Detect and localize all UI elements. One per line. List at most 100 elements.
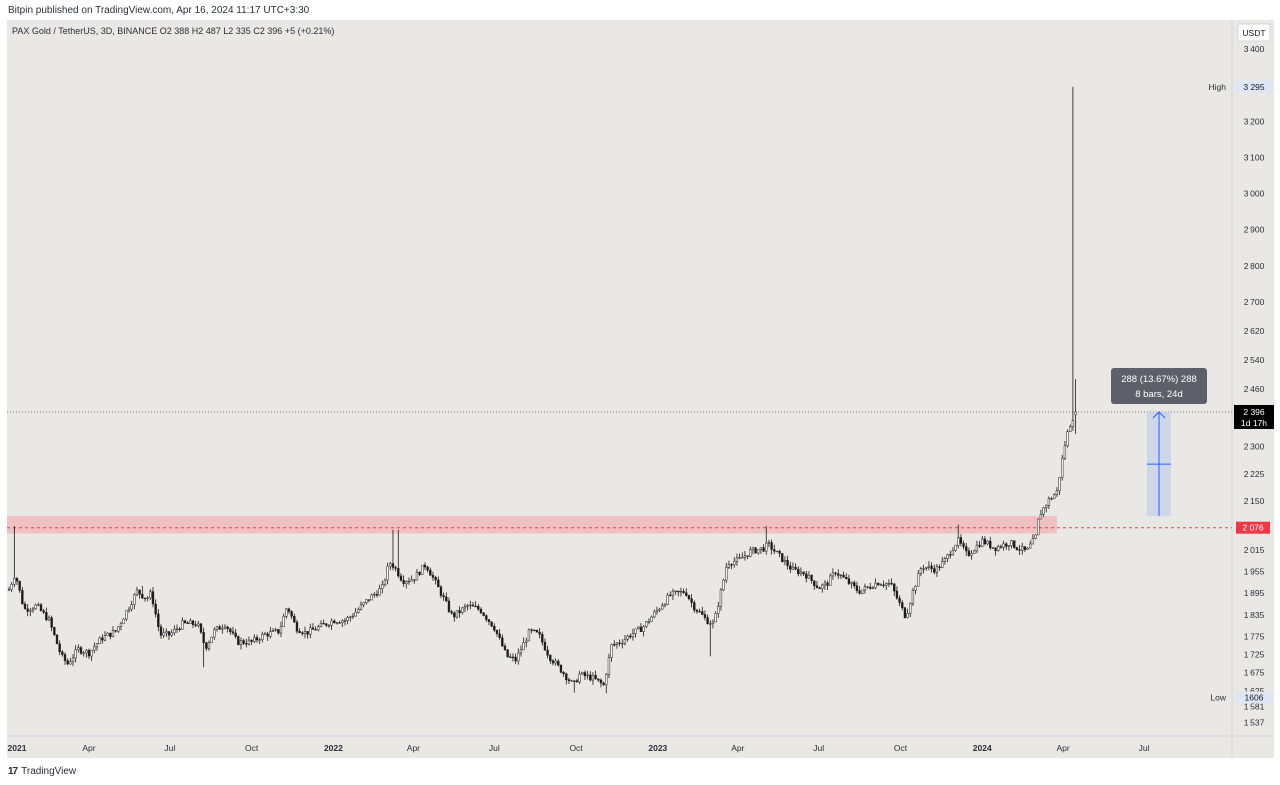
candle-body bbox=[175, 628, 179, 630]
candle-body bbox=[55, 634, 59, 645]
candle-body bbox=[346, 617, 349, 621]
candle-body bbox=[759, 547, 763, 550]
candle-body bbox=[223, 626, 227, 629]
price-axis-tick: 2 150 bbox=[1244, 496, 1265, 506]
candle-body bbox=[1045, 505, 1048, 508]
candle-body bbox=[485, 615, 488, 620]
candle-body bbox=[114, 630, 117, 632]
candle-body bbox=[989, 540, 992, 548]
candle-body bbox=[122, 618, 125, 624]
candle-body bbox=[18, 580, 21, 591]
time-axis-tick: Apr bbox=[1057, 743, 1070, 753]
candle-body bbox=[946, 554, 949, 559]
candle-body bbox=[925, 567, 928, 569]
candle-body bbox=[757, 549, 760, 554]
candle-body bbox=[127, 608, 131, 612]
candle-body bbox=[37, 604, 40, 606]
plot-background bbox=[7, 20, 1274, 758]
candle-body bbox=[1039, 514, 1043, 520]
time-axis-tick: Jul bbox=[813, 743, 824, 753]
candle-body bbox=[79, 647, 83, 654]
candle-body bbox=[287, 608, 291, 612]
candle-body bbox=[834, 572, 837, 575]
candle-body bbox=[90, 649, 93, 657]
candle-body bbox=[1034, 534, 1037, 539]
candle-body bbox=[637, 626, 640, 630]
candle-body bbox=[226, 626, 229, 630]
currency-label: USDT bbox=[1242, 28, 1265, 38]
candle-body bbox=[442, 595, 445, 598]
candle-body bbox=[591, 675, 595, 681]
candle-body bbox=[439, 586, 443, 596]
candle-body bbox=[815, 585, 819, 588]
candle-body bbox=[258, 639, 261, 641]
current-price-badge bbox=[1234, 404, 1274, 429]
candle-body bbox=[930, 565, 933, 569]
candle-body bbox=[322, 623, 325, 625]
price-axis-tick: 3 200 bbox=[1244, 116, 1265, 126]
candle-body bbox=[463, 606, 467, 609]
candle-body bbox=[594, 675, 597, 680]
candle-body bbox=[277, 629, 280, 634]
candle-body bbox=[1026, 547, 1029, 550]
candle-body bbox=[783, 559, 787, 562]
candle-body bbox=[98, 637, 101, 644]
candle-body bbox=[82, 652, 85, 654]
candle-body bbox=[762, 547, 765, 552]
candle-body bbox=[13, 578, 16, 585]
candle-body bbox=[751, 547, 755, 551]
candle-body bbox=[773, 549, 776, 552]
candle-body bbox=[535, 629, 539, 633]
candle-body bbox=[271, 630, 275, 632]
candle-body bbox=[450, 611, 453, 614]
measure-tooltip bbox=[1111, 367, 1207, 404]
candle-body bbox=[493, 625, 496, 631]
candle-body bbox=[698, 611, 701, 613]
candle-body bbox=[858, 590, 861, 594]
low-label: Low bbox=[1210, 693, 1226, 703]
candle-body bbox=[789, 565, 792, 570]
bar-countdown: 1d 17h bbox=[1241, 418, 1267, 428]
candle-body bbox=[191, 620, 195, 625]
candle-body bbox=[53, 627, 56, 636]
candle-body bbox=[933, 568, 936, 573]
candle-body bbox=[143, 597, 147, 600]
candle-body bbox=[754, 547, 757, 554]
candle-body bbox=[903, 607, 907, 618]
candle-body bbox=[581, 672, 584, 675]
candle-body bbox=[77, 647, 80, 651]
high-label: High bbox=[1209, 82, 1227, 92]
candle-body bbox=[669, 594, 672, 597]
price-axis-tick: 2 225 bbox=[1244, 469, 1265, 479]
candle-body bbox=[831, 572, 835, 577]
tradingview-logo[interactable]: 17 TradingView bbox=[8, 766, 76, 777]
candlestick-chart[interactable]: 288 (13.67%) 288 8 bars, 24d 3 400 3 200 3 1… bbox=[7, 20, 1274, 758]
candle-body bbox=[695, 609, 699, 612]
candle-body bbox=[1063, 445, 1067, 459]
candle-body bbox=[1053, 494, 1056, 499]
price-axis-tick: 1 675 bbox=[1244, 668, 1265, 678]
candle-body bbox=[1015, 547, 1019, 550]
candle-body bbox=[461, 607, 464, 614]
candle-body bbox=[818, 587, 821, 589]
candle-body bbox=[135, 589, 139, 596]
candle-body bbox=[693, 602, 696, 611]
candle-body bbox=[178, 628, 181, 630]
candle-body bbox=[479, 608, 483, 614]
candle-body bbox=[727, 564, 731, 568]
currency-button[interactable] bbox=[1237, 23, 1271, 42]
candle-body bbox=[847, 578, 851, 584]
candle-body bbox=[981, 538, 984, 547]
candle-body bbox=[941, 561, 944, 568]
candle-body bbox=[367, 599, 371, 601]
measure-tooltip-line2: 8 bars, 24d bbox=[1135, 389, 1183, 400]
candle-body bbox=[1069, 426, 1072, 432]
candle-body bbox=[263, 633, 267, 635]
candle-body bbox=[914, 585, 917, 591]
candle-body bbox=[415, 571, 419, 581]
candle-body bbox=[429, 569, 432, 576]
candle-body bbox=[1050, 498, 1053, 500]
resistance-zone[interactable] bbox=[7, 516, 1057, 534]
candle-body bbox=[919, 568, 923, 574]
candle-body bbox=[274, 629, 277, 631]
